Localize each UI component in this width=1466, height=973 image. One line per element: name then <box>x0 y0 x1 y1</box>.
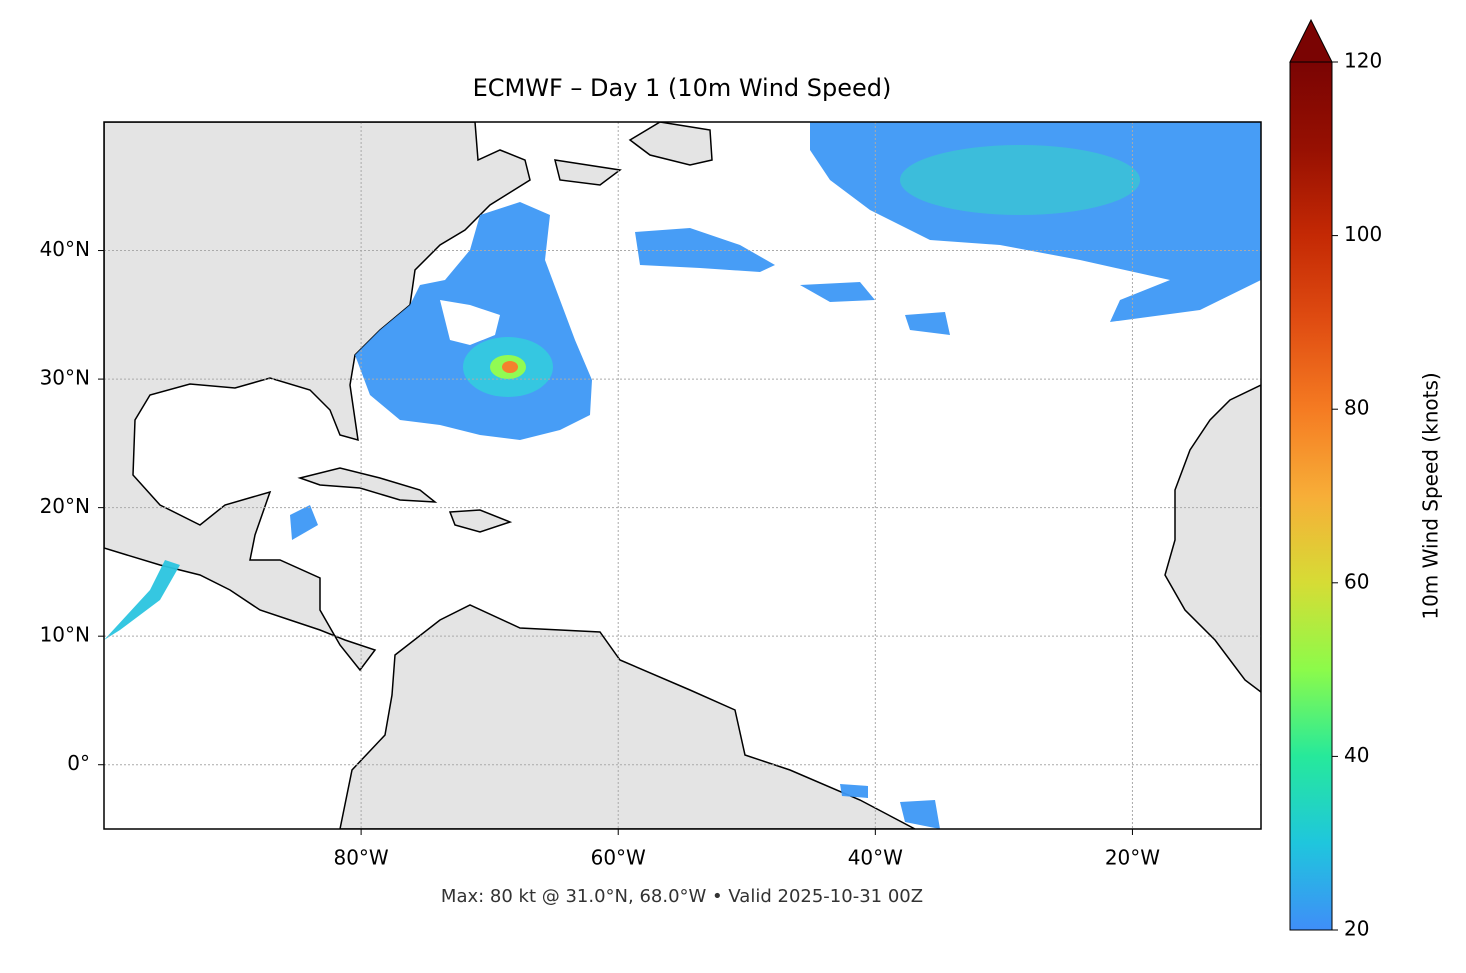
north-america <box>104 122 531 672</box>
colorbar-label: 10m Wind Speed (knots) <box>1419 372 1443 619</box>
colorbar-tick-label: 60 <box>1344 569 1369 593</box>
x-tick-label: 80°W <box>333 846 388 870</box>
y-tick-label: 10°N <box>40 623 90 647</box>
colorbar: 20 40 60 80 100 120 <box>1289 18 1382 941</box>
grid <box>104 122 1261 829</box>
wind-area <box>635 228 775 272</box>
wind-area <box>840 784 940 829</box>
map-layer <box>104 122 1261 829</box>
colorbar-tick-label: 40 <box>1344 743 1369 767</box>
africa <box>1164 384 1261 693</box>
atlantic-canada <box>553 122 713 186</box>
colorbar-tick-label: 80 <box>1344 396 1369 420</box>
south-america <box>339 604 916 829</box>
wind-area <box>800 282 950 335</box>
cuba <box>297 467 438 503</box>
wind-area <box>104 560 180 640</box>
colorbar-tick-label: 120 <box>1344 49 1382 73</box>
map-frame <box>103 121 1262 830</box>
hispaniola <box>448 509 513 533</box>
wind-area <box>900 145 1140 215</box>
colorbar-fill <box>1289 61 1333 931</box>
x-tick-label: 60°W <box>591 846 646 870</box>
wind-area <box>290 505 318 540</box>
footnote: Max: 80 kt @ 31.0°N, 68.0°W • Valid 2025… <box>441 886 923 907</box>
y-tick-label: 0° <box>67 751 90 775</box>
wind-field <box>104 122 1261 829</box>
chart-title: ECMWF – Day 1 (10m Wind Speed) <box>473 74 892 102</box>
colorbar-extend <box>1289 18 1333 63</box>
y-tick-label: 20°N <box>40 494 90 518</box>
y-tick-label: 40°N <box>40 237 90 261</box>
colorbar-tick-label: 20 <box>1344 917 1369 941</box>
wind-gap <box>440 300 500 345</box>
x-tick-label: 20°W <box>1105 846 1160 870</box>
colorbar-tick-label: 100 <box>1344 222 1382 246</box>
wind-core <box>502 361 518 373</box>
y-tick-label: 30°N <box>40 366 90 390</box>
x-tick-label: 40°W <box>848 846 903 870</box>
